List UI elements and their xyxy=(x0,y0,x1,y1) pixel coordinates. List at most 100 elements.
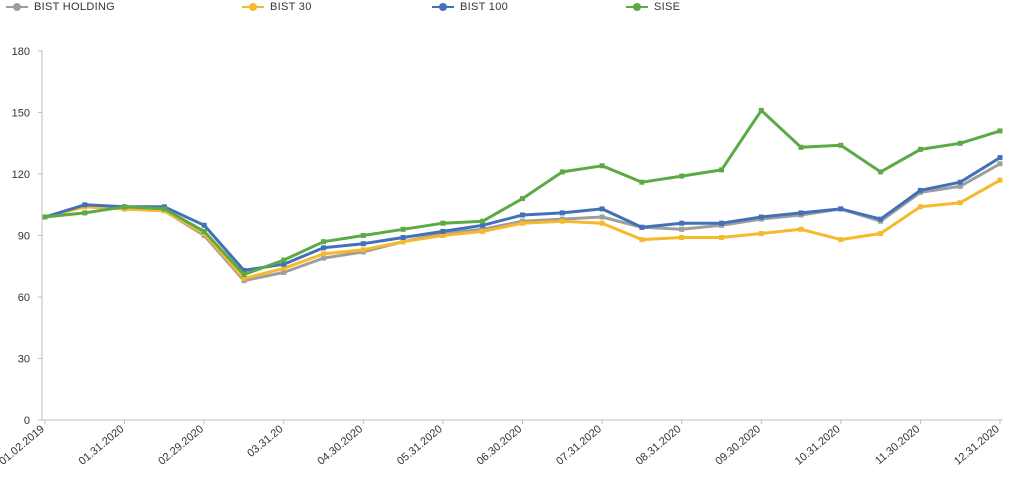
data-point xyxy=(639,237,645,243)
data-point xyxy=(520,220,525,226)
data-point xyxy=(360,241,366,247)
x-tick-label: 05.31.2020 xyxy=(395,423,445,468)
y-tick-label: 30 xyxy=(18,354,30,366)
data-point xyxy=(719,235,724,240)
data-point xyxy=(480,228,486,234)
data-point xyxy=(798,144,804,150)
y-tick-label: 150 xyxy=(12,108,30,120)
data-point xyxy=(838,142,844,148)
legend-item-bist-100: BIST 100 xyxy=(432,1,508,13)
legend-label: BIST HOLDING xyxy=(34,1,116,13)
data-point xyxy=(321,255,326,261)
x-tick-label: 04.30.2020 xyxy=(315,423,365,468)
data-point xyxy=(917,187,923,193)
data-point xyxy=(679,173,685,179)
data-point xyxy=(241,267,247,273)
data-point xyxy=(400,239,406,245)
data-point xyxy=(599,220,605,226)
legend-item-bist-30: BIST 30 xyxy=(242,1,312,13)
data-point xyxy=(480,218,486,224)
data-point xyxy=(838,206,844,212)
data-point xyxy=(758,107,764,113)
data-point xyxy=(997,177,1003,183)
data-point xyxy=(679,235,685,240)
data-point xyxy=(997,155,1003,161)
data-point xyxy=(599,206,605,212)
data-point xyxy=(400,235,406,240)
data-point xyxy=(679,226,685,232)
data-point xyxy=(440,228,446,234)
x-tick-label: 07.31.2020 xyxy=(554,423,604,468)
data-point xyxy=(719,220,724,226)
data-point xyxy=(878,169,884,175)
data-point xyxy=(559,218,565,224)
series-bist-100 xyxy=(42,155,1003,273)
data-point xyxy=(281,261,287,267)
data-point xyxy=(82,210,88,216)
x-tick-label: 08.31.2020 xyxy=(634,423,684,468)
data-point xyxy=(281,269,287,275)
data-point xyxy=(639,179,645,185)
data-point xyxy=(440,233,446,238)
series-line xyxy=(43,108,1002,276)
data-point xyxy=(719,167,724,173)
data-point xyxy=(599,214,605,220)
legend-item-bist-holding: BIST HOLDING xyxy=(6,1,115,13)
data-point xyxy=(997,161,1003,167)
data-point xyxy=(957,140,963,146)
data-point xyxy=(321,245,326,251)
data-point xyxy=(241,276,247,281)
data-point xyxy=(520,196,525,202)
data-point xyxy=(559,169,565,175)
data-point xyxy=(957,179,963,185)
y-tick-label: 180 xyxy=(12,46,30,58)
x-tick-label: 09.30.2020 xyxy=(713,423,763,468)
data-point xyxy=(161,206,167,212)
y-tick-label: 0 xyxy=(24,415,30,427)
y-tick-label: 120 xyxy=(12,169,30,181)
data-point xyxy=(400,226,406,232)
data-point xyxy=(878,216,884,222)
data-point xyxy=(281,265,287,271)
legend-label: BIST 30 xyxy=(270,1,312,13)
x-tick-label: 03.31.20 xyxy=(245,423,286,460)
x-tick-label: 11.30.2020 xyxy=(873,423,922,467)
data-point xyxy=(559,210,565,216)
data-point xyxy=(82,202,88,208)
data-point xyxy=(679,220,685,226)
x-tick-label: 02.29.2020 xyxy=(156,423,206,468)
legend-swatch-icon xyxy=(626,2,648,12)
y-tick-label: 60 xyxy=(18,292,30,304)
legend-swatch-icon xyxy=(242,2,264,12)
data-point xyxy=(798,210,804,216)
data-point xyxy=(42,214,48,220)
data-point xyxy=(639,224,645,230)
data-point xyxy=(997,128,1003,134)
series-layer xyxy=(42,107,1003,284)
legend-label: BIST 100 xyxy=(460,1,509,13)
data-point xyxy=(321,251,326,257)
legend-swatch-icon xyxy=(432,2,454,12)
data-point xyxy=(878,231,884,236)
series-sise xyxy=(42,107,1003,277)
data-point xyxy=(917,146,923,152)
legend-item-sise: SISE xyxy=(626,1,680,13)
x-tick-label: 06.30.2020 xyxy=(475,423,525,468)
x-axis-ticks: 01.02.2019 01.31.2020 02.29.2020 03.31.20 04… xyxy=(0,420,1002,468)
x-tick-label: 01.02.2019 xyxy=(0,423,47,468)
data-point xyxy=(241,272,247,277)
data-point xyxy=(758,231,764,236)
legend-swatch-icon xyxy=(6,2,28,12)
data-point xyxy=(321,239,326,245)
data-point xyxy=(599,163,605,169)
x-tick-label: 12.31.2020 xyxy=(952,423,1002,468)
data-point xyxy=(758,214,764,220)
data-point xyxy=(520,212,525,218)
data-point xyxy=(917,204,923,210)
data-point xyxy=(957,200,963,206)
series-bist-30 xyxy=(42,177,1003,281)
x-tick-label: 01.31.2020 xyxy=(77,423,127,468)
legend-label: SISE xyxy=(654,1,681,13)
